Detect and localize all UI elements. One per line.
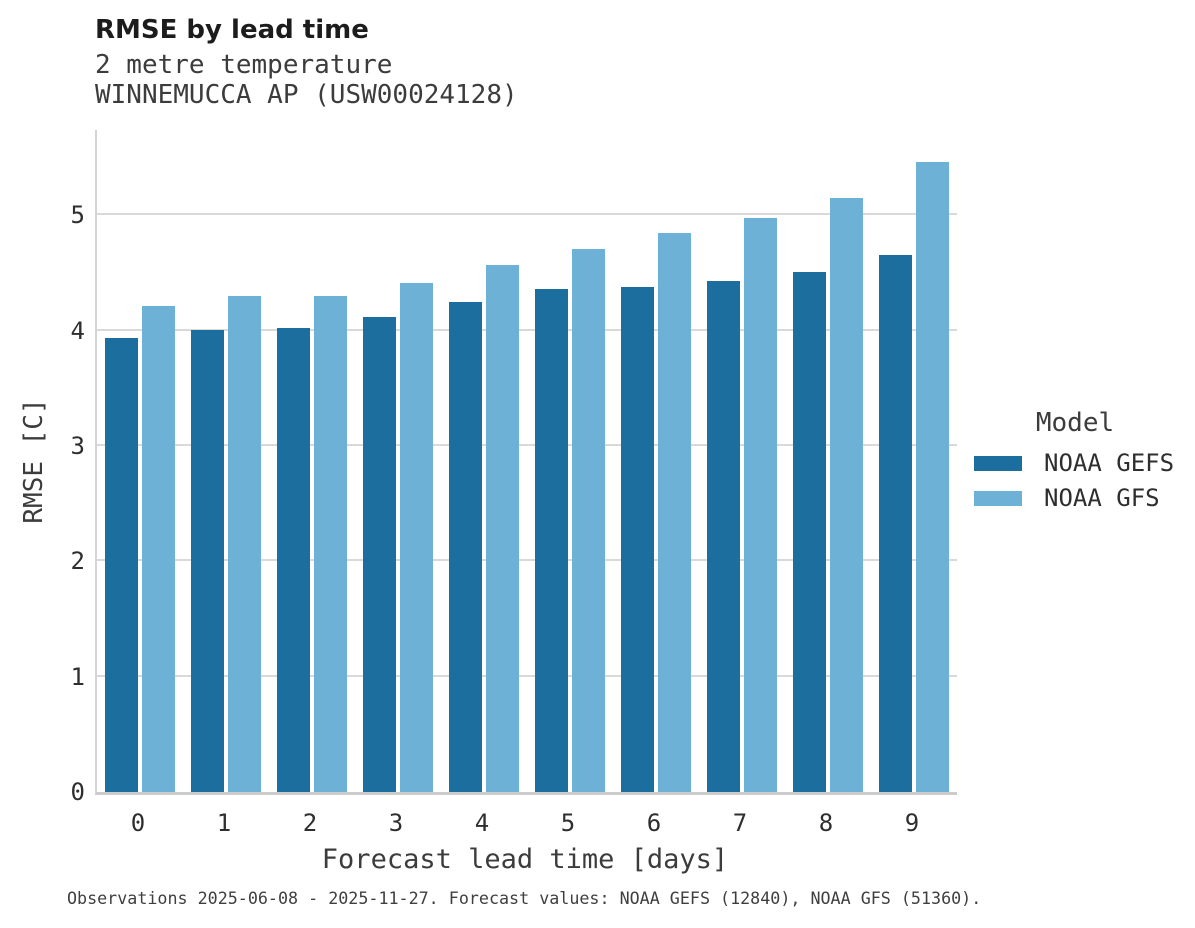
x-tick-label: 0 bbox=[130, 809, 146, 837]
bar-group bbox=[785, 130, 871, 792]
legend: Model NOAA GEFS NOAA GFS bbox=[974, 410, 1176, 513]
bar-noaa-gfs bbox=[142, 306, 175, 792]
y-tick-label: 2 bbox=[70, 547, 85, 576]
bar-noaa-gfs bbox=[830, 198, 863, 792]
legend-entries: NOAA GEFS NOAA GFS bbox=[974, 448, 1176, 513]
gridline bbox=[97, 674, 957, 677]
bar-noaa-gefs bbox=[707, 281, 740, 792]
bar-noaa-gefs bbox=[621, 286, 654, 792]
bar-noaa-gfs bbox=[314, 296, 347, 792]
legend-entry: NOAA GEFS bbox=[974, 448, 1176, 478]
y-axis-label: RMSE [C] bbox=[19, 398, 49, 524]
bar-noaa-gefs bbox=[793, 271, 826, 792]
bar-noaa-gefs bbox=[363, 316, 396, 792]
bar-noaa-gefs bbox=[449, 301, 482, 792]
chart-title: RMSE by lead time bbox=[95, 15, 369, 45]
chart-subtitle-variable: 2 metre temperature bbox=[95, 50, 393, 80]
legend-entry-label: NOAA GFS bbox=[1044, 484, 1160, 512]
bar-group bbox=[441, 130, 527, 792]
x-tick-label: 4 bbox=[474, 809, 490, 837]
bar-noaa-gfs bbox=[744, 217, 777, 792]
bar-noaa-gefs bbox=[535, 289, 568, 792]
legend-entry-label: NOAA GEFS bbox=[1044, 449, 1175, 477]
y-tick-label: 3 bbox=[70, 432, 85, 461]
x-tick-label: 7 bbox=[732, 809, 748, 837]
legend-entry: NOAA GFS bbox=[974, 483, 1176, 513]
bar-group bbox=[871, 130, 957, 792]
bar-noaa-gefs bbox=[105, 337, 138, 792]
legend-swatch-noaa-gefs bbox=[974, 455, 1022, 471]
bar-noaa-gfs bbox=[916, 162, 949, 792]
x-tick-label: 8 bbox=[818, 809, 834, 837]
x-tick-label: 1 bbox=[216, 809, 232, 837]
y-tick-label: 1 bbox=[70, 662, 85, 691]
gridline bbox=[97, 213, 957, 216]
x-axis-label: Forecast lead time [days] bbox=[321, 844, 729, 875]
plot-area: 0 1 2 3 4 5 bbox=[71, 130, 957, 806]
caption: Observations 2025-06-08 - 2025-11-27. Fo… bbox=[67, 888, 982, 908]
bar-group bbox=[527, 130, 613, 792]
y-tick-label: 5 bbox=[70, 201, 85, 230]
legend-title: Model bbox=[1035, 408, 1115, 438]
x-tick-labels: 0 1 2 3 4 5 6 7 8 9 bbox=[95, 808, 955, 838]
bar-noaa-gfs bbox=[572, 248, 605, 792]
bar-group bbox=[699, 130, 785, 792]
x-tick-label: 3 bbox=[388, 809, 404, 837]
bar-group bbox=[97, 130, 183, 792]
bar-group bbox=[269, 130, 355, 792]
x-tick-label: 2 bbox=[302, 809, 318, 837]
bar-noaa-gefs bbox=[879, 254, 912, 792]
gridline bbox=[97, 559, 957, 562]
bar-noaa-gefs bbox=[277, 328, 310, 792]
x-tick-label: 5 bbox=[560, 809, 576, 837]
y-tick-label: 4 bbox=[70, 316, 85, 345]
bar-group bbox=[613, 130, 699, 792]
x-tick-label: 9 bbox=[904, 809, 920, 837]
bar-group bbox=[355, 130, 441, 792]
bar-noaa-gfs bbox=[228, 296, 261, 792]
x-tick-label: 6 bbox=[646, 809, 662, 837]
chart-subtitle-station: WINNEMUCCA AP (USW00024128) bbox=[95, 80, 518, 110]
y-tick-label: 0 bbox=[70, 778, 85, 806]
bar-noaa-gfs bbox=[486, 264, 519, 792]
legend-swatch-noaa-gfs bbox=[974, 490, 1022, 506]
gridline bbox=[97, 328, 957, 331]
gridline bbox=[97, 444, 957, 447]
bars-container bbox=[97, 130, 957, 792]
bar-noaa-gfs bbox=[658, 232, 691, 792]
bar-group bbox=[183, 130, 269, 792]
bar-noaa-gfs bbox=[400, 283, 433, 792]
bar-noaa-gefs bbox=[191, 329, 224, 792]
